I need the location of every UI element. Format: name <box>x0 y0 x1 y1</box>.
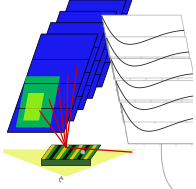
Polygon shape <box>44 42 88 93</box>
Polygon shape <box>111 59 196 100</box>
Polygon shape <box>7 34 98 132</box>
Circle shape <box>81 150 85 154</box>
Polygon shape <box>23 93 44 121</box>
Polygon shape <box>76 145 90 159</box>
Polygon shape <box>83 145 97 159</box>
Polygon shape <box>41 145 55 159</box>
Polygon shape <box>0 149 138 177</box>
Polygon shape <box>41 145 101 159</box>
Polygon shape <box>116 80 196 122</box>
Polygon shape <box>54 31 98 82</box>
Polygon shape <box>48 145 62 159</box>
Polygon shape <box>69 145 83 159</box>
Polygon shape <box>36 0 126 98</box>
Polygon shape <box>25 65 69 116</box>
Polygon shape <box>102 15 189 57</box>
Polygon shape <box>41 159 90 164</box>
Polygon shape <box>121 102 196 144</box>
Polygon shape <box>55 145 69 159</box>
Polygon shape <box>17 23 107 121</box>
Polygon shape <box>106 37 193 78</box>
Polygon shape <box>35 54 79 105</box>
Polygon shape <box>45 0 136 87</box>
Polygon shape <box>26 11 117 110</box>
Polygon shape <box>62 145 76 159</box>
Polygon shape <box>16 76 60 127</box>
